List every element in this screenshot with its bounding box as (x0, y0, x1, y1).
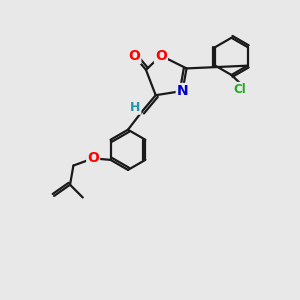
Text: O: O (128, 49, 140, 63)
Text: O: O (87, 152, 99, 165)
Text: H: H (130, 101, 140, 114)
Text: Cl: Cl (233, 83, 246, 96)
Text: O: O (155, 49, 167, 63)
Text: N: N (177, 84, 188, 98)
